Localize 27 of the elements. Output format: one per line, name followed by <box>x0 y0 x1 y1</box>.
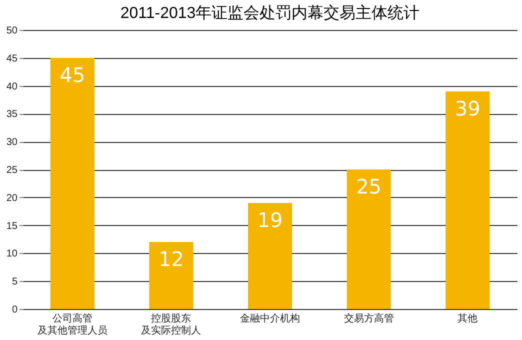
y-tick-label: 15 <box>6 220 18 232</box>
y-tick-label: 25 <box>6 165 18 176</box>
x-tick-label: 控股股东及实际控制人 <box>141 312 202 336</box>
y-tick-label: 30 <box>6 137 18 148</box>
bar <box>346 170 391 309</box>
bar <box>446 91 490 309</box>
x-tick-label: 金融中介机构 <box>240 312 300 324</box>
y-tick-label: 5 <box>12 276 18 288</box>
data-label: 25 <box>356 174 382 198</box>
y-tick-label: 45 <box>6 53 18 64</box>
bar <box>50 58 94 309</box>
data-label: 12 <box>158 247 184 272</box>
data-label: 19 <box>257 208 283 232</box>
y-tick-label: 0 <box>12 304 18 316</box>
y-tick-label: 20 <box>6 192 18 204</box>
y-tick-label: 10 <box>6 248 18 260</box>
x-tick-label: 交易方高管 <box>344 312 394 324</box>
x-tick-label: 公司高管及其他管理人员 <box>37 312 108 336</box>
y-tick-label: 40 <box>6 81 18 92</box>
y-tick-label: 35 <box>6 109 18 120</box>
bar <box>149 242 194 309</box>
y-tick-label: 50 <box>6 26 18 36</box>
data-label: 39 <box>454 96 480 120</box>
data-label: 45 <box>60 62 86 87</box>
x-tick-label: 其他 <box>458 312 478 324</box>
chart-title: 2011-2013年证监会处罚内幕交易主体统计 <box>120 4 420 22</box>
bar <box>248 202 292 309</box>
